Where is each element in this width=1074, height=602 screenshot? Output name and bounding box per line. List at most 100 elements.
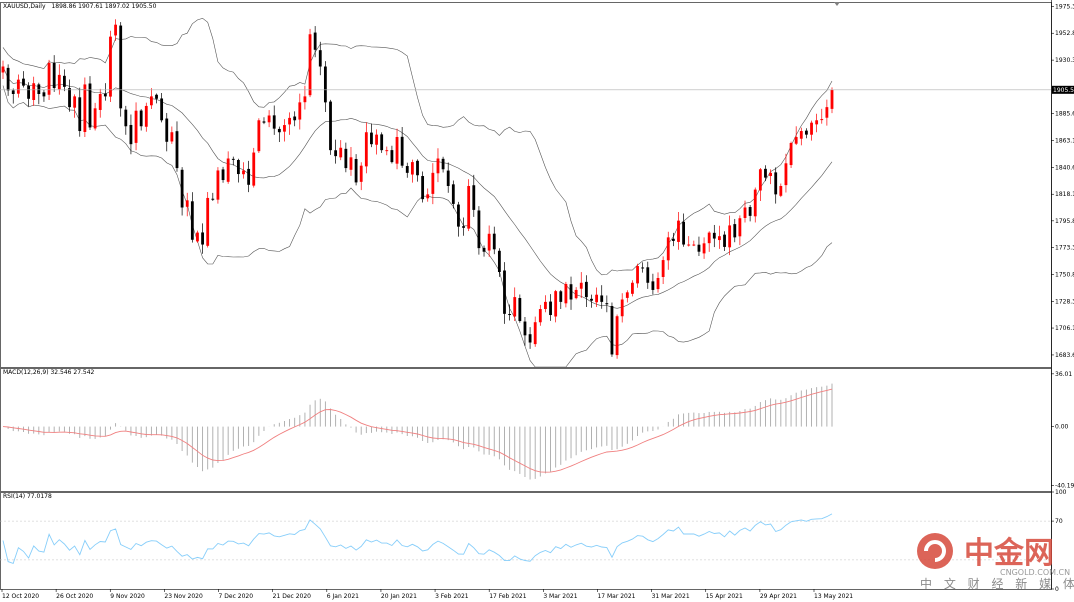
candle xyxy=(523,317,527,346)
candle-body xyxy=(728,225,732,248)
shift-marker-icon xyxy=(834,2,840,6)
candle xyxy=(487,225,491,257)
candle-body xyxy=(16,79,20,94)
header-symbol: XAUUSD,Daily xyxy=(3,3,46,10)
candle xyxy=(221,166,225,183)
candle xyxy=(579,272,583,299)
candle-body xyxy=(810,122,813,135)
candle-body xyxy=(47,62,51,95)
candle-body xyxy=(574,289,578,299)
x-tick-label: 31 Mar 2021 xyxy=(652,593,690,600)
price-axis: 1975.35 1952.85 1930.35 1905.50 1885.60 1863.… xyxy=(1051,3,1074,359)
candle-body xyxy=(431,172,435,194)
candle xyxy=(748,204,752,222)
candle xyxy=(830,87,834,114)
candle-body xyxy=(805,130,808,135)
candle-body xyxy=(661,260,665,277)
candle xyxy=(702,237,706,259)
candle-body xyxy=(436,158,440,174)
candle-body xyxy=(298,102,302,120)
candle xyxy=(697,236,701,256)
candle xyxy=(538,304,542,326)
candle-body xyxy=(625,292,629,298)
price-tick-label: 1795.85 xyxy=(1055,218,1074,225)
chart-header: XAUUSD,Daily 1898.86 1907.61 1897.02 190… xyxy=(3,3,157,10)
candle xyxy=(226,151,230,184)
candle xyxy=(405,162,409,178)
pane-frame xyxy=(0,492,1052,590)
candle xyxy=(47,59,51,100)
price-tick-label: 1930.35 xyxy=(1055,57,1074,64)
candle xyxy=(472,174,476,217)
candle xyxy=(810,120,813,141)
candle-body xyxy=(262,121,266,123)
candle xyxy=(257,118,261,154)
x-tick-label: 3 Feb 2021 xyxy=(435,593,469,600)
candle-body xyxy=(252,152,256,186)
macd-tick-label: 0.00 xyxy=(1055,424,1069,431)
candle-body xyxy=(733,224,737,238)
candle-body xyxy=(487,233,491,251)
candle-body xyxy=(590,298,593,301)
candle-body xyxy=(175,131,179,169)
candle xyxy=(723,231,726,252)
candle-body xyxy=(206,197,210,246)
candle xyxy=(457,201,460,237)
bollinger-bands xyxy=(2,17,833,368)
candle-body xyxy=(155,94,158,99)
candle-body xyxy=(410,162,414,175)
candle xyxy=(482,245,486,257)
candle xyxy=(462,217,465,236)
candle xyxy=(789,141,793,168)
candle-body xyxy=(718,236,721,241)
x-tick-label: 23 Nov 2020 xyxy=(164,593,203,600)
candle-body xyxy=(119,25,123,109)
price-tick-label: 1952.85 xyxy=(1055,30,1074,37)
candle xyxy=(590,294,593,308)
candle xyxy=(492,226,496,255)
candle-body xyxy=(743,207,747,218)
candle-body xyxy=(83,84,87,132)
candle xyxy=(216,167,220,204)
candle-body xyxy=(656,277,660,290)
candle xyxy=(467,179,471,232)
candle-body xyxy=(68,88,71,108)
x-tick-label: 12 Oct 2020 xyxy=(2,593,39,600)
candle xyxy=(22,71,25,88)
candle-body xyxy=(395,137,399,164)
candle-body xyxy=(334,150,338,157)
x-tick-label: 21 Dec 2020 xyxy=(273,593,312,600)
candle xyxy=(636,263,639,288)
candle-body xyxy=(702,243,706,254)
header-ohlc: 1898.86 1907.61 1897.02 1905.50 xyxy=(51,3,156,10)
candle-body xyxy=(109,36,112,97)
band-middle xyxy=(2,66,833,309)
candle-body xyxy=(523,321,527,336)
candle xyxy=(339,140,343,161)
candle xyxy=(421,171,425,203)
candle xyxy=(93,102,97,131)
watermark-tagline: 中 文 财 经 新 媒 体 xyxy=(920,576,1074,591)
candle xyxy=(27,82,30,107)
candle-body xyxy=(257,120,261,152)
candle-body xyxy=(421,176,425,200)
macd-signal-line xyxy=(2,388,833,473)
candle xyxy=(180,167,184,216)
candle xyxy=(718,225,721,249)
candle-body xyxy=(22,78,25,86)
candle xyxy=(329,99,332,155)
candle-body xyxy=(666,237,670,261)
candle-body xyxy=(88,83,92,128)
candle xyxy=(799,127,803,146)
candle-body xyxy=(441,158,445,170)
candle-body xyxy=(544,301,547,309)
candle-body xyxy=(73,96,77,108)
candle-body xyxy=(124,109,128,127)
candle xyxy=(288,112,291,135)
candle-body xyxy=(400,136,404,166)
candle xyxy=(32,76,36,106)
candle-body xyxy=(677,220,680,242)
candle xyxy=(774,167,778,204)
candle xyxy=(728,215,732,256)
candle-body xyxy=(830,89,834,109)
